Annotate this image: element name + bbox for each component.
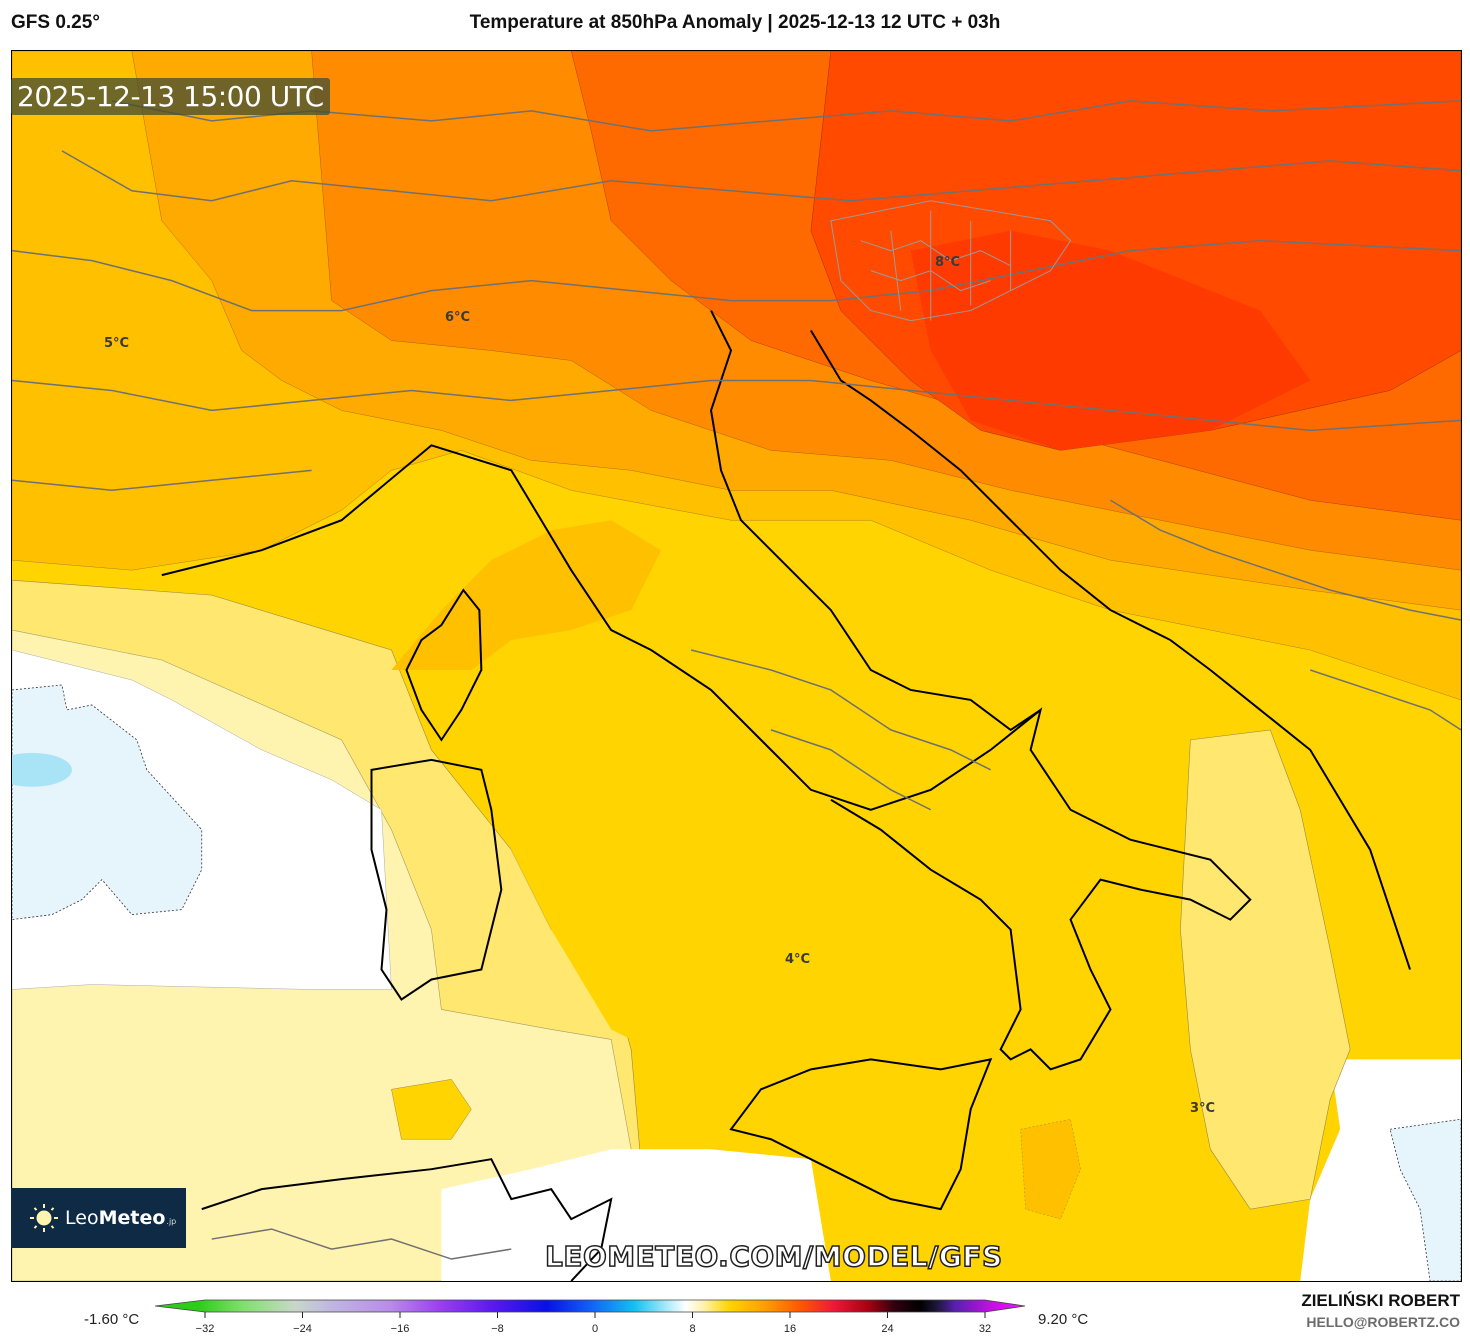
model-label: GFS 0.25° — [11, 12, 100, 33]
colorbar-gradient — [154, 1299, 1026, 1318]
watermark-url: LEOMETEO.COM/MODEL/GFS — [544, 1239, 1003, 1274]
colorbar: -1.60 °C — [0, 1295, 1470, 1338]
colorbar-tick: 24 — [881, 1323, 894, 1335]
colorbar-tick: −8 — [491, 1323, 504, 1335]
colorbar-tick: 16 — [783, 1323, 797, 1335]
colorbar-tick: −32 — [195, 1323, 215, 1335]
colorbar-tick: −24 — [293, 1323, 312, 1335]
colorbar-tick: 32 — [978, 1323, 992, 1335]
map-frame — [11, 50, 1462, 1282]
isotherm-label: 5°C — [104, 336, 130, 351]
colorbar-max-label: 9.20 °C — [1038, 1311, 1089, 1328]
author-name: ZIELIŃSKI ROBERT — [1301, 1291, 1460, 1310]
isotherm-label: 6°C — [445, 310, 471, 325]
sun-icon — [30, 1204, 58, 1232]
temperature-anomaly-field — [12, 51, 1461, 1281]
valid-time-badge: 2025-12-13 15:00 UTC — [11, 78, 330, 115]
colorbar-tick: −16 — [390, 1323, 410, 1335]
author-email: HELLO@ROBERTZ.CO — [1306, 1314, 1460, 1330]
leometeo-logo: LeoMeteo.jp — [11, 1188, 186, 1248]
isotherm-label: 4°C — [785, 952, 811, 967]
isotherm-label: 3°C — [1190, 1101, 1216, 1116]
chart-title: Temperature at 850hPa Anomaly | 2025-12-… — [469, 12, 1001, 33]
colorbar-tick: 8 — [689, 1323, 696, 1335]
isotherm-label: 8°C — [935, 255, 961, 270]
logo-text: LeoMeteo.jp — [65, 1207, 177, 1229]
colorbar-tick: 0 — [591, 1323, 599, 1335]
colorbar-min-label: -1.60 °C — [84, 1311, 140, 1328]
